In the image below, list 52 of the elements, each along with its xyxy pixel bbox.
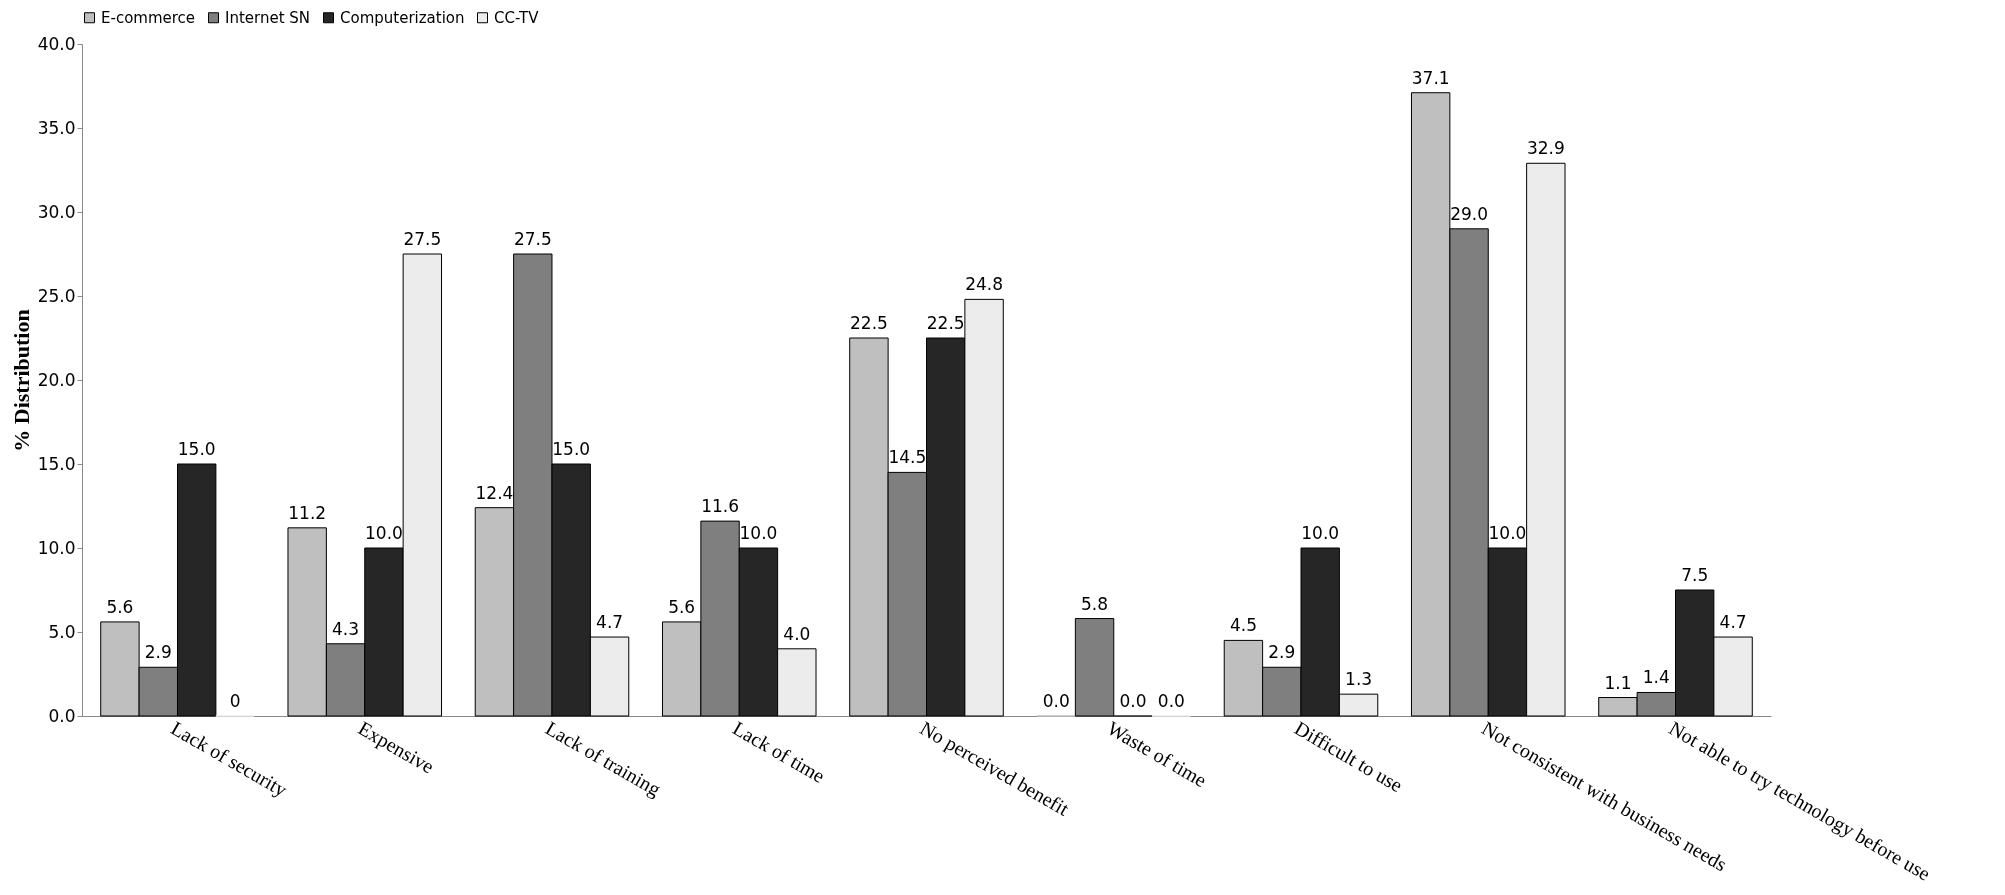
data-label: 2.9 — [1268, 642, 1296, 663]
y-tick-label: 40.0 — [37, 33, 76, 54]
data-label: 4.3 — [332, 618, 360, 639]
data-label: 27.5 — [513, 229, 552, 249]
data-label: 5.6 — [668, 596, 696, 617]
data-label: 0.0 — [1042, 691, 1070, 711]
data-label: 27.5 — [403, 229, 442, 249]
data-label: 1.4 — [1642, 667, 1670, 688]
data-label: 32.9 — [1526, 138, 1565, 159]
data-label: 4.0 — [783, 623, 811, 644]
bar — [1074, 618, 1115, 717]
data-label: 10.0 — [739, 523, 778, 543]
y-tick-label: 15.0 — [37, 453, 76, 474]
data-label: 37.1 — [1411, 67, 1450, 88]
data-label: 10.0 — [1488, 523, 1527, 543]
legend-label: Computerization — [340, 8, 465, 27]
y-tick-label: 5.0 — [48, 621, 76, 642]
y-tick-label: 10.0 — [37, 537, 76, 558]
data-label: 10.0 — [1301, 523, 1340, 543]
data-label: 10.0 — [365, 523, 403, 543]
data-label: 4.5 — [1229, 615, 1257, 636]
data-label: 4.7 — [1719, 612, 1747, 633]
data-label: 12.4 — [475, 482, 514, 503]
y-tick-label: 25.0 — [37, 285, 76, 306]
data-label: 24.8 — [965, 274, 1004, 295]
y-tick-label: 30.0 — [37, 201, 76, 222]
legend-label: CC-TV — [494, 8, 540, 27]
data-label: 15.0 — [177, 439, 216, 459]
y-axis-title: % Distribution — [8, 309, 34, 452]
data-label: 11.6 — [701, 496, 739, 517]
data-label: 11.2 — [288, 502, 327, 523]
data-label: 14.5 — [888, 447, 927, 468]
data-label: 15.0 — [552, 439, 591, 459]
y-tick-label: 35.0 — [37, 117, 76, 138]
legend-label: E-commerce — [101, 8, 196, 27]
data-label: 22.5 — [849, 313, 888, 333]
y-tick-label: 0.0 — [48, 705, 76, 726]
data-label: 1.3 — [1345, 669, 1373, 690]
data-label: 22.5 — [926, 313, 965, 333]
data-label: 5.6 — [106, 596, 134, 617]
data-label: 2.9 — [144, 642, 172, 663]
data-label: 4.7 — [596, 612, 624, 633]
y-tick-label: 20.0 — [37, 369, 76, 390]
data-label: 0.0 — [1119, 691, 1147, 711]
data-label: 5.8 — [1081, 593, 1109, 614]
data-label: 0 — [229, 691, 241, 711]
data-label: 29.0 — [1450, 203, 1488, 224]
x-tick-label: Lack of time — [729, 716, 829, 787]
legend-label: Internet SN — [225, 8, 311, 27]
data-label: 0.0 — [1157, 691, 1185, 711]
data-label: 1.1 — [1604, 672, 1632, 693]
data-label: 7.5 — [1681, 565, 1709, 585]
